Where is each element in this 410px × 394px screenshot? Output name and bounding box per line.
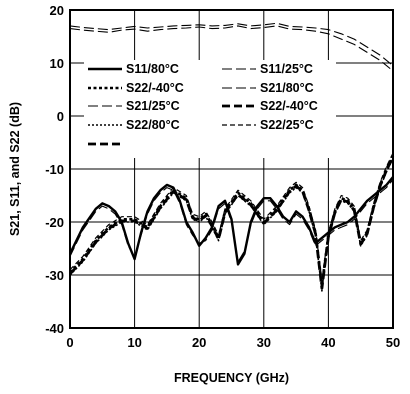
legend-label: S22/25°C (260, 118, 314, 132)
series-line (69, 22, 394, 67)
legend: S11/80°C S11/25°C S22/-40°C S21/80°C S21/25°… (84, 60, 336, 158)
y-tick-label: -20 (45, 215, 64, 230)
x-tick-label: 0 (66, 335, 73, 350)
y-tick-label: -40 (45, 321, 64, 336)
legend-label: S11/25°C (260, 62, 313, 76)
x-tick-label: 40 (321, 335, 335, 350)
plot-frame (69, 9, 394, 329)
y-tick-label: 20 (50, 3, 64, 18)
x-tick-label: 50 (386, 335, 400, 350)
y-axis-title: S21, S11, and S22 (dB) (8, 102, 22, 236)
x-tick-label: 20 (192, 335, 206, 350)
legend-label: S22/80°C (126, 118, 180, 132)
x-tick-label: 30 (257, 335, 271, 350)
series-line (68, 176, 394, 266)
y-tick-label: 0 (57, 109, 64, 124)
series-line (68, 156, 395, 290)
legend-label: S22/-40°C (126, 81, 184, 95)
series-line (69, 25, 394, 72)
y-tick-label: 10 (50, 56, 64, 71)
series-line (69, 152, 394, 281)
series-line (69, 179, 394, 263)
x-tick-label: 10 (127, 335, 141, 350)
x-axis-ticks: 0 10 20 30 40 50 (66, 335, 400, 350)
y-tick-label: -10 (45, 162, 64, 177)
series-layer (68, 22, 395, 292)
x-axis-title: FREQUENCY (GHz) (174, 371, 289, 385)
legend-label: S21/80°C (260, 81, 314, 95)
legend-label: S11/80°C (126, 62, 179, 76)
legend-label: S22/-40°C (260, 99, 318, 113)
legend-label: S21/25°C (126, 99, 180, 113)
legend-background (84, 60, 336, 158)
y-tick-label: -30 (45, 268, 64, 283)
y-axis-ticks: -40 -30 -20 -10 0 10 20 (45, 3, 64, 336)
